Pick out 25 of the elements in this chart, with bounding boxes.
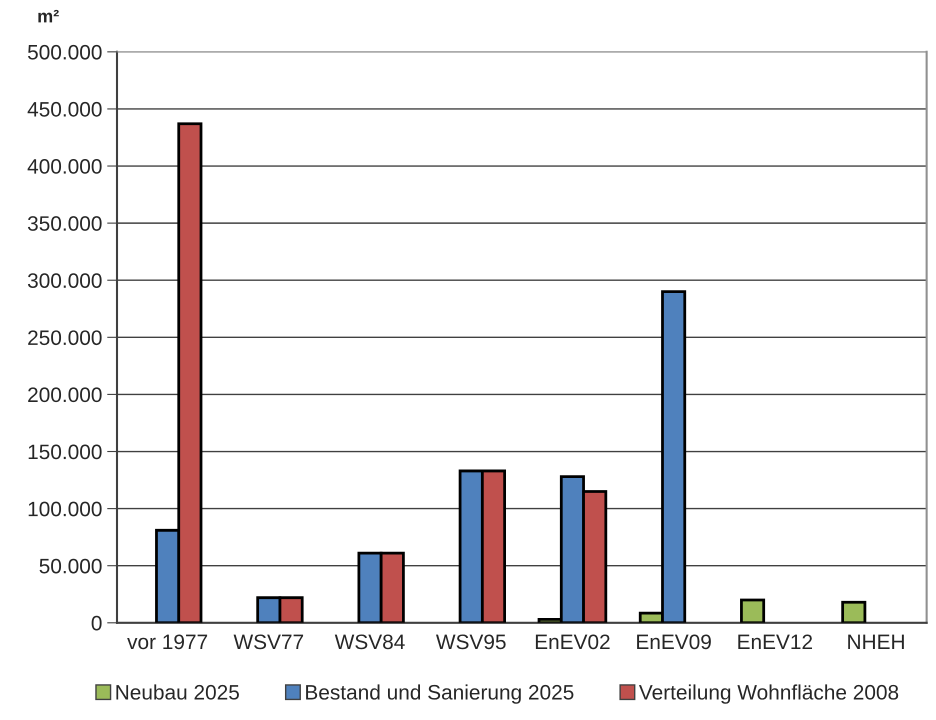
x-tick-label: NHEH [848,634,904,650]
x-tick-label: vor 1977 [127,634,208,650]
y-tick-label: 50.000 [40,558,102,574]
y-tick-label: 100.000 [28,502,102,516]
x-tick-label: WSV95 [436,634,506,650]
legend-label: Bestand und Sanierung 2025 [306,684,574,704]
x-tick-label: WSV84 [334,634,405,650]
x-tick-label: WSV77 [234,634,304,650]
bar [841,600,866,623]
x-tick-label: EnEV12 [738,634,812,650]
y-tick-label: 400.000 [28,159,102,174]
y-tick-label: 150.000 [28,444,102,460]
y-tick-label: 250.000 [28,330,102,346]
y-tick-label: 0 [92,616,102,631]
y-axis-title: m² [38,10,59,22]
bar [740,598,766,623]
legend-label: Neubau 2025 [116,684,239,700]
legend-label: Verteilung Wohnfläche 2008 [638,684,898,704]
x-tick-label: EnEV09 [637,634,711,650]
y-tick-label: 500.000 [28,44,102,60]
y-tick-label: 350.000 [28,216,102,231]
y-tick-label: 200.000 [28,387,102,402]
y-tick-label: 450.000 [28,102,102,117]
y-tick-label: 300.000 [28,273,102,288]
x-tick-label: EnEV02 [536,634,610,650]
